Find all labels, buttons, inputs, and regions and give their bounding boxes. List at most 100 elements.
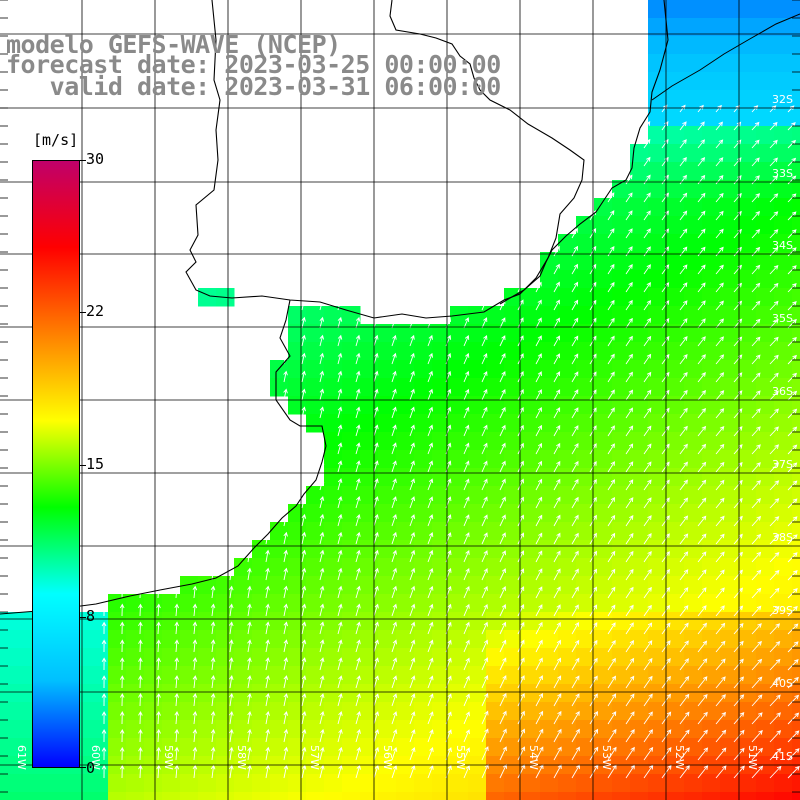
wind-cell [630, 738, 649, 757]
wind-arrow [427, 603, 434, 617]
wind-cell [342, 540, 361, 559]
wind-arrow [625, 693, 635, 707]
wind-arrow [355, 728, 361, 743]
wind-arrow [409, 693, 416, 707]
wind-cell [594, 342, 613, 361]
wind-arrow [787, 139, 796, 149]
wind-cell [414, 342, 433, 361]
wind-cell [612, 666, 631, 685]
wind-cell [702, 540, 721, 559]
wind-arrow [192, 746, 198, 761]
wind-cell [414, 612, 433, 631]
lon-label: 57W [308, 745, 321, 770]
wind-arrow [174, 764, 180, 779]
wind-cell [342, 504, 361, 523]
wind-arrow [409, 478, 416, 491]
wind-cell [234, 792, 253, 800]
wind-arrow [571, 442, 579, 455]
wind-cell [684, 144, 703, 163]
wind-cell [684, 540, 703, 559]
wind-cell [396, 738, 415, 757]
wind-cell [576, 342, 595, 361]
wind-cell [702, 504, 721, 523]
wind-cell [684, 720, 703, 739]
wind-arrow [697, 300, 706, 311]
wind-cell [774, 702, 793, 721]
wind-arrow [373, 621, 379, 635]
wind-arrow [409, 352, 415, 365]
wind-cell [468, 504, 487, 523]
wind-cell [288, 540, 307, 559]
wind-cell [576, 720, 595, 739]
wind-arrow [319, 746, 325, 761]
wind-cell [486, 468, 505, 487]
wind-arrow [715, 461, 725, 473]
wind-arrow [138, 764, 143, 779]
wind-cell [720, 612, 739, 631]
wind-cell [684, 126, 703, 145]
wind-arrow [607, 514, 616, 527]
wind-arrow [373, 370, 379, 383]
wind-cell [252, 684, 271, 703]
wind-cell [378, 612, 397, 631]
wind-arrow [769, 139, 778, 149]
wind-arrow [463, 335, 470, 347]
wind-arrow [391, 567, 397, 581]
wind-cell [324, 684, 343, 703]
wind-cell [576, 576, 595, 595]
wind-arrow [391, 442, 397, 455]
wind-arrow [301, 693, 307, 707]
wind-cell [486, 504, 505, 523]
wind-arrow [733, 515, 743, 527]
wind-arrow [210, 585, 216, 599]
wind-arrow [355, 585, 361, 599]
wind-cell [486, 720, 505, 739]
wind-cell [378, 396, 397, 415]
wind-cell [666, 36, 685, 55]
wind-cell [0, 666, 19, 685]
wind-arrow [355, 764, 361, 779]
wind-arrow [517, 388, 524, 401]
wind-arrow [427, 496, 434, 509]
wind-arrow [643, 515, 652, 527]
wind-cell [792, 360, 800, 379]
wind-cell [738, 90, 757, 109]
wind-cell [630, 666, 649, 685]
wind-arrow [715, 497, 725, 509]
wind-arrow [697, 551, 707, 563]
wind-arrow [625, 622, 634, 635]
wind-cell [504, 396, 523, 415]
wind-cell [126, 648, 145, 667]
wind-cell [792, 702, 800, 721]
wind-arrow [679, 640, 689, 653]
wind-cell [306, 324, 325, 343]
wind-cell [540, 468, 559, 487]
wind-arrow [697, 711, 708, 725]
wind-cell [90, 666, 109, 685]
wind-arrow [427, 334, 433, 347]
wind-arrow [156, 657, 161, 671]
wind-cell [432, 666, 451, 685]
wind-cell [288, 558, 307, 577]
wind-arrow [355, 621, 361, 635]
wind-arrow [517, 710, 525, 725]
wind-cell [612, 738, 631, 757]
wind-arrow [174, 693, 180, 707]
wind-arrow [607, 281, 615, 293]
wind-arrow [463, 406, 470, 419]
wind-arrow [679, 461, 688, 473]
wind-cell [522, 342, 541, 361]
wind-arrow [427, 406, 434, 419]
wind-cell [396, 612, 415, 631]
wind-cell [288, 594, 307, 613]
wind-cell [342, 450, 361, 469]
wind-cell [432, 414, 451, 433]
wind-cell [180, 792, 199, 800]
wind-cell [630, 594, 649, 613]
wind-cell [792, 720, 800, 739]
wind-arrow [319, 728, 325, 743]
wind-arrow [391, 334, 397, 347]
wind-cell [522, 450, 541, 469]
wind-cell [612, 648, 631, 667]
wind-cell [720, 216, 739, 235]
